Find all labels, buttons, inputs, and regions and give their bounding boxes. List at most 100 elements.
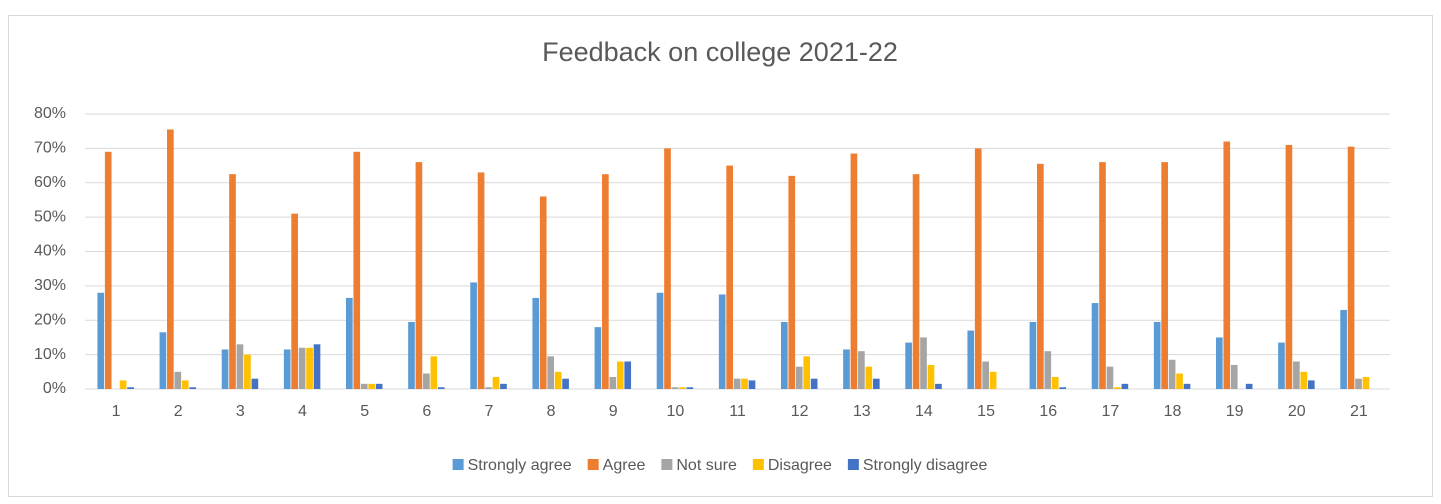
bar xyxy=(679,387,686,389)
legend-swatch xyxy=(587,459,599,470)
bar xyxy=(1106,366,1114,389)
y-tick-label: 70% xyxy=(34,140,66,157)
bar xyxy=(291,213,298,389)
legend-label: Strongly agree xyxy=(468,457,572,474)
bar xyxy=(1245,383,1253,389)
bar xyxy=(624,361,632,389)
bar xyxy=(485,387,492,389)
bar xyxy=(935,383,942,389)
bar xyxy=(1044,351,1052,389)
bar xyxy=(1121,383,1129,389)
bar xyxy=(167,129,174,389)
bar xyxy=(430,356,438,389)
bar xyxy=(912,174,920,389)
bar xyxy=(1355,378,1362,389)
x-tick-label: 12 xyxy=(791,403,809,420)
legend-label: Agree xyxy=(603,457,646,474)
bar xyxy=(477,172,485,389)
legend-label: Disagree xyxy=(768,457,832,474)
x-tick-label: 18 xyxy=(1164,403,1182,420)
x-tick-label: 17 xyxy=(1101,403,1119,420)
bar xyxy=(810,378,818,389)
y-tick-label: 20% xyxy=(34,311,66,328)
bar xyxy=(368,383,376,389)
y-tick-label: 10% xyxy=(34,346,66,363)
x-tick-label: 8 xyxy=(547,403,556,420)
x-tick-label: 13 xyxy=(853,403,871,420)
bar xyxy=(159,332,167,389)
bar xyxy=(1307,380,1315,389)
y-tick-label: 80% xyxy=(34,105,66,122)
bar xyxy=(1059,387,1067,389)
bar xyxy=(423,373,430,389)
bar xyxy=(656,292,664,389)
bar xyxy=(1183,383,1191,389)
bar xyxy=(1176,373,1183,389)
x-tick-label: 19 xyxy=(1226,403,1244,420)
bar xyxy=(602,174,609,389)
y-tick-label: 40% xyxy=(34,243,66,260)
bar xyxy=(244,354,251,389)
bar xyxy=(346,297,353,389)
bar xyxy=(671,387,679,389)
bar xyxy=(104,151,112,389)
x-tick-label: 6 xyxy=(422,403,431,420)
x-tick-label: 3 xyxy=(236,403,245,420)
bar xyxy=(616,361,624,389)
bar xyxy=(1099,162,1106,389)
bar xyxy=(181,380,189,389)
bar xyxy=(1168,359,1176,389)
bar xyxy=(865,366,873,389)
bar xyxy=(313,344,321,389)
y-tick-label: 0% xyxy=(43,380,66,397)
bar xyxy=(306,347,313,389)
legend-label: Not sure xyxy=(676,457,737,474)
bar xyxy=(795,366,803,389)
x-tick-label: 15 xyxy=(977,403,995,420)
bar xyxy=(360,383,368,389)
bar xyxy=(1285,144,1293,389)
bar xyxy=(872,378,880,389)
bar xyxy=(733,378,741,389)
legend-swatch xyxy=(752,459,764,470)
bar xyxy=(1300,371,1308,389)
bar xyxy=(686,387,694,389)
x-tick-label: 7 xyxy=(484,403,493,420)
bar xyxy=(1216,337,1223,389)
bar xyxy=(609,376,617,389)
bar xyxy=(905,342,912,389)
bar xyxy=(920,337,927,389)
bar xyxy=(1362,376,1370,389)
x-tick-label: 9 xyxy=(609,403,618,420)
bar xyxy=(97,292,105,389)
bar xyxy=(1153,321,1161,389)
bar xyxy=(967,330,975,389)
y-tick-label: 60% xyxy=(34,174,66,191)
bar xyxy=(229,174,236,389)
bar xyxy=(1278,342,1285,389)
x-tick-label: 14 xyxy=(915,403,933,420)
bar xyxy=(236,344,244,389)
x-tick-label: 1 xyxy=(112,403,121,420)
bar xyxy=(1223,141,1231,389)
x-tick-label: 10 xyxy=(666,403,684,420)
legend-swatch xyxy=(661,459,673,470)
bar xyxy=(748,380,756,389)
legend-label: Strongly disagree xyxy=(863,457,988,474)
chart-title: Feedback on college 2021-22 xyxy=(542,37,898,67)
bar xyxy=(1161,162,1168,389)
y-tick-label: 30% xyxy=(34,277,66,294)
x-tick-label: 11 xyxy=(729,403,746,420)
bar xyxy=(189,387,197,389)
bar xyxy=(1051,376,1059,389)
bar xyxy=(547,356,554,389)
bar xyxy=(1230,364,1238,389)
bar xyxy=(718,294,726,389)
bar xyxy=(298,347,306,389)
x-tick-label: 2 xyxy=(174,403,183,420)
bar xyxy=(1037,163,1044,389)
bar xyxy=(1114,387,1121,389)
bar xyxy=(1091,303,1099,389)
bar xyxy=(741,378,748,389)
